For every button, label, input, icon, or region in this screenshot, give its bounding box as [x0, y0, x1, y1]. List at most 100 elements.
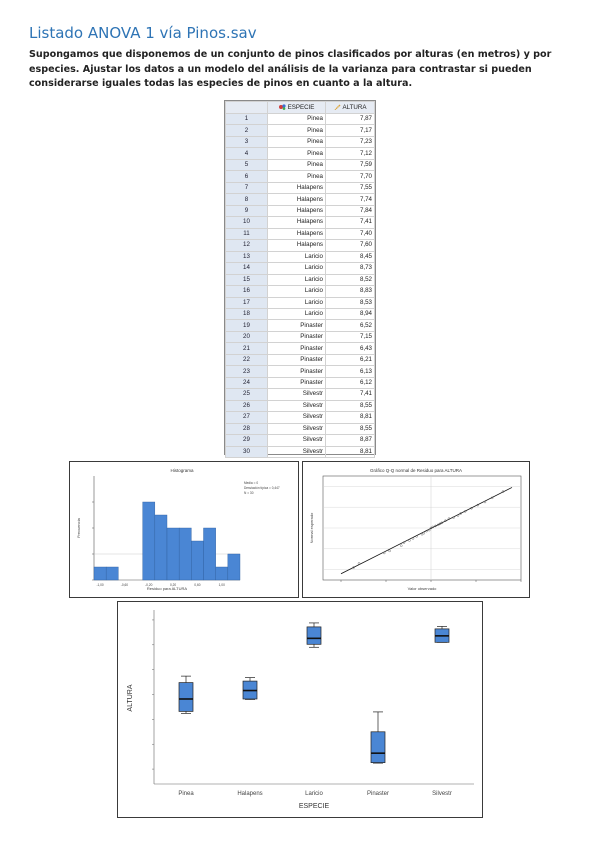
- table-row[interactable]: 9 Halapens 7,84: [225, 204, 375, 218]
- row-number-cell[interactable]: 10: [225, 216, 268, 229]
- row-number-cell[interactable]: 25: [225, 388, 268, 401]
- row-number-cell[interactable]: 29: [225, 434, 268, 447]
- altura-cell[interactable]: 7,74: [325, 193, 375, 206]
- table-row[interactable]: 8 Halapens 7,74: [225, 193, 375, 206]
- row-number-cell[interactable]: 17: [225, 296, 268, 309]
- altura-cell[interactable]: 8,52: [325, 273, 375, 287]
- table-row[interactable]: 10 Halapens 7,41: [225, 216, 375, 229]
- especie-cell[interactable]: Pinaster: [267, 342, 326, 355]
- especie-cell[interactable]: Pinaster: [267, 330, 326, 344]
- row-number-cell[interactable]: 19: [225, 319, 268, 332]
- altura-cell[interactable]: 7,15: [325, 330, 375, 344]
- especie-cell[interactable]: Halapens: [267, 181, 326, 195]
- table-row[interactable]: 18 Laricio 8,94: [225, 307, 375, 321]
- especie-cell[interactable]: Pinaster: [267, 365, 326, 378]
- row-number-cell[interactable]: 23: [225, 365, 268, 378]
- table-row[interactable]: 20 Pinaster 7,15: [225, 330, 375, 344]
- row-number-cell[interactable]: 24: [225, 376, 268, 390]
- especie-cell[interactable]: Halapens: [267, 193, 326, 206]
- especie-cell[interactable]: Silvestr: [267, 399, 326, 413]
- altura-cell[interactable]: 6,43: [325, 342, 375, 355]
- especie-cell[interactable]: Silvestr: [267, 434, 326, 447]
- altura-cell[interactable]: 7,60: [325, 239, 375, 252]
- table-row[interactable]: 19 Pinaster 6,52: [225, 319, 375, 332]
- row-number-cell[interactable]: 15: [225, 273, 268, 287]
- row-number-cell[interactable]: 26: [225, 399, 268, 413]
- row-number-cell[interactable]: 3: [225, 135, 268, 149]
- especie-cell[interactable]: Laricio: [267, 250, 326, 264]
- table-row[interactable]: 4 Pinea 7,12: [225, 147, 375, 160]
- table-row[interactable]: 21 Pinaster 6,43: [225, 342, 375, 355]
- especie-cell[interactable]: Pinaster: [267, 319, 326, 332]
- altura-cell[interactable]: 8,45: [325, 250, 375, 264]
- altura-cell[interactable]: 7,70: [325, 170, 375, 183]
- altura-cell[interactable]: 7,40: [325, 227, 375, 241]
- table-row[interactable]: 27 Silvestr 8,81: [225, 411, 375, 424]
- table-row[interactable]: 13 Laricio 8,45: [225, 250, 375, 264]
- row-number-cell[interactable]: 4: [225, 147, 268, 160]
- altura-cell[interactable]: 8,81: [325, 411, 375, 424]
- especie-cell[interactable]: Pinaster: [267, 353, 326, 367]
- especie-cell[interactable]: Halapens: [267, 227, 326, 241]
- table-row[interactable]: 3 Pinea 7,23: [225, 135, 375, 149]
- table-row[interactable]: 11 Halapens 7,40: [225, 227, 375, 241]
- especie-cell[interactable]: Laricio: [267, 285, 326, 298]
- altura-cell[interactable]: 6,21: [325, 353, 375, 367]
- especie-cell[interactable]: Laricio: [267, 307, 326, 321]
- altura-cell[interactable]: 7,87: [325, 112, 375, 126]
- table-row[interactable]: 30 Silvestr 8,81: [225, 445, 375, 459]
- table-row[interactable]: 16 Laricio 8,83: [225, 285, 375, 298]
- altura-cell[interactable]: 7,12: [325, 147, 375, 160]
- altura-cell[interactable]: 7,84: [325, 204, 375, 218]
- table-row[interactable]: 6 Pinea 7,70: [225, 170, 375, 183]
- especie-cell[interactable]: Pinea: [267, 124, 326, 137]
- table-row[interactable]: 14 Laricio 8,73: [225, 262, 375, 275]
- especie-cell[interactable]: Pinea: [267, 147, 326, 160]
- row-number-cell[interactable]: 8: [225, 193, 268, 206]
- row-number-cell[interactable]: 5: [225, 158, 268, 172]
- altura-cell[interactable]: 8,73: [325, 262, 375, 275]
- row-number-cell[interactable]: 14: [225, 262, 268, 275]
- altura-cell[interactable]: 7,41: [325, 216, 375, 229]
- especie-cell[interactable]: Silvestr: [267, 445, 326, 459]
- row-number-cell[interactable]: 16: [225, 285, 268, 298]
- altura-cell[interactable]: 6,12: [325, 376, 375, 390]
- altura-cell[interactable]: 7,59: [325, 158, 375, 172]
- altura-cell[interactable]: 8,55: [325, 422, 375, 436]
- row-number-cell[interactable]: 28: [225, 422, 268, 436]
- table-row[interactable]: 23 Pinaster 6,13: [225, 365, 375, 378]
- column-header-rownum[interactable]: [225, 101, 268, 114]
- altura-cell[interactable]: 8,55: [325, 399, 375, 413]
- row-number-cell[interactable]: 21: [225, 342, 268, 355]
- table-row[interactable]: 24 Pinaster 6,12: [225, 376, 375, 390]
- especie-cell[interactable]: Halapens: [267, 204, 326, 218]
- table-row[interactable]: 25 Silvestr 7,41: [225, 388, 375, 401]
- row-number-cell[interactable]: 22: [225, 353, 268, 367]
- altura-cell[interactable]: 7,55: [325, 181, 375, 195]
- especie-cell[interactable]: Pinea: [267, 170, 326, 183]
- table-row[interactable]: 5 Pinea 7,59: [225, 158, 375, 172]
- altura-cell[interactable]: 8,87: [325, 434, 375, 447]
- especie-cell[interactable]: Pinea: [267, 135, 326, 149]
- row-number-cell[interactable]: 7: [225, 181, 268, 195]
- especie-cell[interactable]: Silvestr: [267, 422, 326, 436]
- altura-cell[interactable]: 8,94: [325, 307, 375, 321]
- table-row[interactable]: 17 Laricio 8,53: [225, 296, 375, 309]
- row-number-cell[interactable]: 13: [225, 250, 268, 264]
- especie-cell[interactable]: Pinaster: [267, 376, 326, 390]
- table-row[interactable]: 2 Pinea 7,17: [225, 124, 375, 137]
- especie-cell[interactable]: Silvestr: [267, 411, 326, 424]
- especie-cell[interactable]: Laricio: [267, 262, 326, 275]
- especie-cell[interactable]: Silvestr: [267, 388, 326, 401]
- row-number-cell[interactable]: 1: [225, 112, 268, 126]
- table-row[interactable]: 7 Halapens 7,55: [225, 181, 375, 195]
- row-number-cell[interactable]: 20: [225, 330, 268, 344]
- table-row[interactable]: 22 Pinaster 6,21: [225, 353, 375, 367]
- table-row[interactable]: 26 Silvestr 8,55: [225, 399, 375, 413]
- row-number-cell[interactable]: 6: [225, 170, 268, 183]
- especie-cell[interactable]: Pinea: [267, 158, 326, 172]
- especie-cell[interactable]: Pinea: [267, 112, 326, 126]
- table-row[interactable]: 1 Pinea 7,87: [225, 112, 375, 126]
- row-number-cell[interactable]: 12: [225, 239, 268, 252]
- table-row[interactable]: 28 Silvestr 8,55: [225, 422, 375, 436]
